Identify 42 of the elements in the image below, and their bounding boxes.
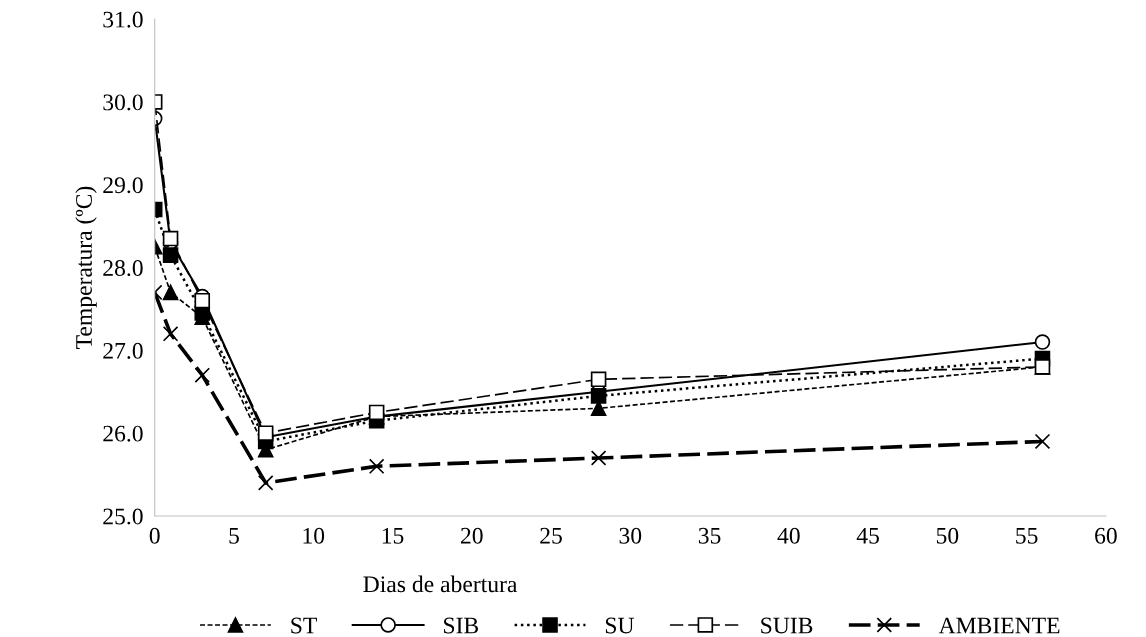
- x-tick-label: 15: [382, 527, 404, 544]
- point: [590, 388, 607, 404]
- point: [162, 284, 179, 301]
- legend-label: AMBIENTE: [938, 617, 1060, 634]
- point: [257, 425, 274, 441]
- point: [1034, 433, 1051, 450]
- y-tick-label: 27.0: [103, 342, 143, 359]
- point: [1034, 334, 1051, 350]
- x-tick-label: 55: [1016, 528, 1038, 544]
- y-tick-label: 30.0: [103, 94, 143, 111]
- y-axis-title: Temperatura (ºC): [75, 186, 97, 349]
- point: [162, 230, 179, 247]
- point: [194, 367, 211, 383]
- point: [162, 247, 179, 263]
- x-tick-label: 0: [149, 527, 160, 544]
- y-tick-label: 31.0: [103, 11, 143, 28]
- legend-label: ST: [291, 617, 317, 634]
- legend-label: SU: [605, 617, 635, 634]
- x-tick-label: 40: [777, 527, 800, 544]
- x-tick-label: 20: [461, 527, 483, 544]
- point: [194, 292, 211, 309]
- x-tick-label: 10: [303, 527, 325, 544]
- x-tick-label: 30: [619, 527, 642, 544]
- x-tick-label: 35: [698, 527, 721, 544]
- y-tick-label: 29.0: [103, 177, 143, 194]
- x-tick-label: 45: [856, 527, 879, 544]
- y-tick-label: 25.0: [103, 508, 143, 525]
- x-tick-label: 60: [1095, 527, 1117, 544]
- x-axis-title: Dias de abertura: [363, 575, 518, 593]
- legend-label: SUIB: [761, 617, 813, 634]
- point: [368, 404, 385, 421]
- y-tick-label: 28.0: [103, 260, 143, 277]
- legend-label: SIB: [444, 617, 479, 634]
- point: [590, 450, 607, 466]
- point: [368, 458, 385, 475]
- point: [590, 371, 607, 388]
- x-tick-label: 25: [540, 527, 562, 544]
- point: [162, 326, 179, 342]
- x-tick-label: 5: [229, 528, 239, 544]
- x-tick-label: 50: [936, 527, 959, 544]
- point: [257, 475, 274, 491]
- y-tick-label: 26.0: [103, 425, 143, 442]
